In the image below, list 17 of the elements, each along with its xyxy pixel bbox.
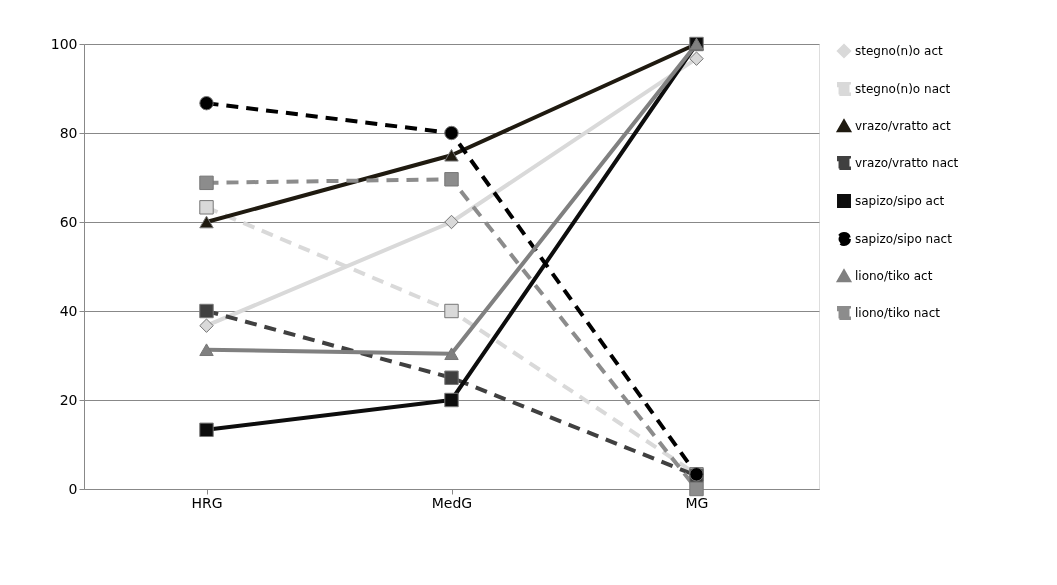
x-tick-label: MedG (431, 494, 473, 511)
y-tick-label: 0 (68, 480, 78, 497)
x-tick-label: MG (685, 494, 709, 511)
legend-label: vrazo/vratto nact (855, 156, 959, 170)
x-tick-label: HRG (191, 494, 223, 511)
legend-label: liono/tiko nact (855, 306, 941, 320)
legend-label: liono/tiko act (855, 269, 933, 283)
y-tick-label: 100 (50, 35, 78, 52)
legend-label: stegno(n)o act (855, 44, 943, 58)
y-tick-label: 60 (59, 213, 78, 230)
legend-label: sapizo/sipo nact (855, 232, 953, 246)
y-tick-label: 80 (59, 124, 78, 141)
legend-label: vrazo/vratto act (855, 119, 951, 133)
legend-label: sapizo/sipo act (855, 194, 945, 208)
legend-label: stegno(n)o nact (855, 82, 951, 96)
y-tick-label: 40 (59, 302, 78, 319)
y-tick-label: 20 (59, 391, 78, 408)
